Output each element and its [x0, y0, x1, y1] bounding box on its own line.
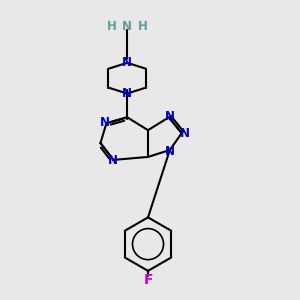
- Text: H: H: [138, 20, 148, 33]
- Text: N: N: [108, 154, 118, 167]
- Text: N: N: [165, 110, 175, 123]
- Text: N: N: [180, 127, 190, 140]
- Text: N: N: [165, 146, 175, 158]
- Text: N: N: [122, 87, 132, 100]
- Text: H: H: [106, 20, 116, 33]
- Text: N: N: [99, 116, 110, 129]
- Text: F: F: [143, 273, 153, 287]
- Text: N: N: [122, 20, 132, 33]
- Text: N: N: [122, 56, 132, 69]
